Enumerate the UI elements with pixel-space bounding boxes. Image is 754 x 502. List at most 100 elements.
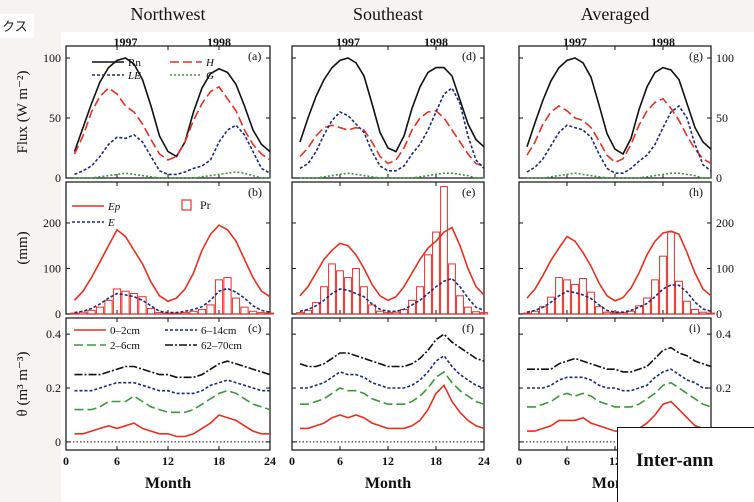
panel-label: (e) [462,185,475,199]
series-line-d2 [527,381,712,408]
precip-bar [424,254,432,315]
precip-bar [95,306,105,315]
precip-bar [464,306,472,315]
series-line-h [73,85,271,161]
series-line-d3 [527,368,711,392]
x-axis-label: Month [145,475,191,492]
panel: 0 50 100 (g) [518,45,734,185]
legend-swatch [181,199,192,211]
y-tick-label: 100 [43,51,61,65]
panel-label: (f) [462,321,474,335]
series-line-g [527,172,711,179]
legend-entry: LE [127,70,141,82]
panel-label: (c) [248,321,261,335]
precip-bar [296,312,304,315]
precip-bar [392,311,400,315]
y-tick-label: 0 [55,171,61,185]
series-line-d4 [527,346,712,373]
panel-label: (g) [689,49,703,63]
y-tick-label: 200 [43,216,61,230]
column-title: Southeast [353,4,423,24]
panel: (d) [291,45,485,179]
y-axis-label: (mm) [15,231,31,264]
panel: (e) [291,181,488,315]
legend-entry: Rn [128,57,141,69]
y-tick-label: 0 [716,307,722,321]
precip-bar [675,280,683,315]
y-tick-label: 100 [716,261,734,275]
precip-bar [180,312,190,315]
panel: 0 0.2 0.4 0 6 12 18 24 (c) [46,317,276,468]
precip-bar [214,279,224,315]
series-line-ep [526,230,712,302]
legend-entry: E [107,217,115,229]
precip-bar [223,277,232,315]
y-tick-label: 50 [49,111,61,125]
legend-entry: H [205,57,215,69]
x-axis-label: Month [365,475,411,492]
precip-bar [304,309,312,315]
precip-bar [627,310,635,315]
precip-bar [344,277,352,315]
precip-bar [146,308,156,315]
series-line-d3 [300,354,485,389]
precip-bar [432,231,440,315]
panel: 0 100 200 (h) [518,181,734,321]
x-tick-label: 18 [430,454,442,468]
y-tick-label: 0 [55,435,61,449]
x-tick-label: 6 [564,454,570,468]
panel-label: (a) [248,49,261,63]
precip-bar [456,295,464,315]
series-line-rn [73,57,271,158]
precip-bar [189,310,198,315]
precip-bar [155,312,164,315]
legend-entry: 2–6cm [110,340,140,352]
legend-entry: Ep [107,201,121,213]
cropped-caption-fragment: クス [0,14,34,38]
precip-bar [683,300,691,315]
y-tick-label: 0.4 [716,327,731,341]
precip-bar [240,306,249,315]
precip-bar [667,231,675,315]
panel: 0 100 200 (b) [43,181,275,321]
legend-entry: 6–14cm [201,325,237,337]
x-tick-label: 0 [63,454,69,468]
series-line-ep [73,224,271,303]
precip-bar [257,312,266,315]
panel-label: (b) [248,185,262,199]
precip-bar [138,296,147,315]
series-line-e [299,277,485,313]
precip-bar [206,304,215,315]
panel: 0 6 12 18 24 (f) [289,317,490,468]
precip-bar [523,312,531,315]
precip-bar [70,312,79,315]
precip-bar [699,311,707,315]
precip-bar [651,279,659,315]
series-line-d2 [74,389,271,414]
panel: 0 50 100 (a) [43,45,271,185]
column-title: Averaged [581,4,650,24]
precip-bar [472,311,480,315]
slide-title-banner: Inter-ann [617,427,754,502]
y-axis-label: Flux (W m⁻²) [15,71,31,154]
precip-bar [448,263,456,315]
precip-bar [547,296,555,315]
series-line-h [299,109,485,167]
column-title: Northwest [131,4,206,24]
y-tick-label: 0.2 [716,381,731,395]
series-line-rn [526,57,712,156]
y-tick-label: 200 [716,216,734,230]
precip-bar [707,312,715,315]
precip-bar [312,302,320,315]
series-line-g [300,172,484,179]
series-line-rn [299,57,485,153]
x-tick-label: 18 [213,454,225,468]
precip-bar [265,312,275,315]
legend-entry: 62–70cm [201,340,242,352]
precip-bar [328,263,336,315]
x-tick-label: 6 [114,454,120,468]
x-tick-label: 24 [478,454,490,468]
precip-bar [87,309,96,315]
y-tick-label: 0 [55,307,61,321]
